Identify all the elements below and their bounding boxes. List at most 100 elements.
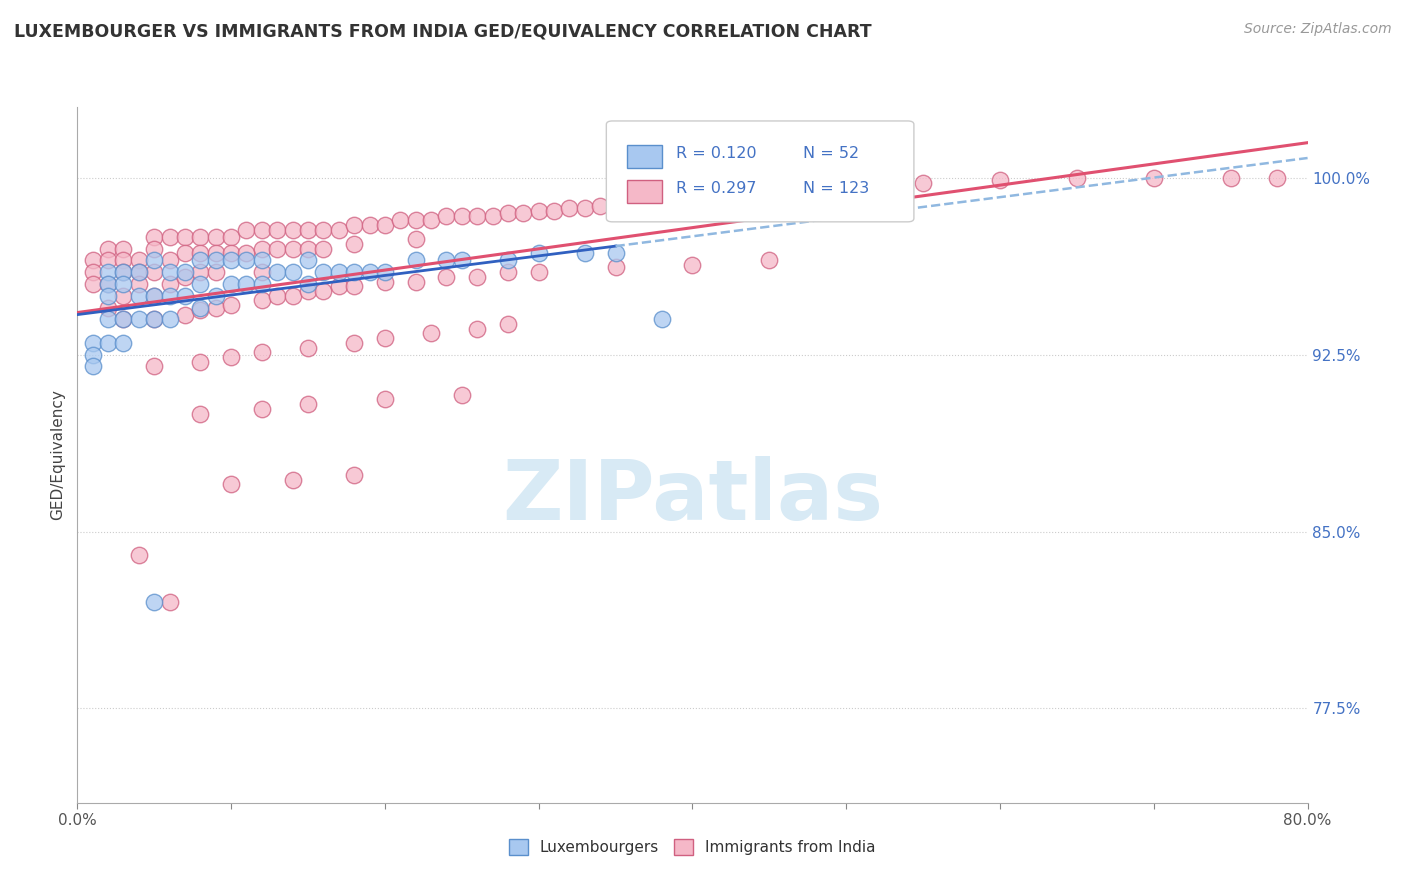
- Point: [328, 279, 350, 293]
- Point: [436, 209, 458, 223]
- Point: [343, 236, 366, 251]
- Point: [297, 222, 319, 236]
- Point: [589, 199, 612, 213]
- Point: [159, 277, 181, 291]
- Point: [250, 401, 273, 416]
- Point: [112, 312, 135, 326]
- Point: [496, 317, 519, 331]
- Point: [1219, 170, 1241, 185]
- Point: [420, 213, 443, 227]
- Point: [219, 298, 242, 312]
- Point: [159, 229, 181, 244]
- Point: [312, 242, 335, 256]
- Point: [97, 312, 120, 326]
- Text: N = 123: N = 123: [803, 181, 869, 196]
- Point: [343, 467, 366, 482]
- Point: [1143, 170, 1166, 185]
- Legend: Luxembourgers, Immigrants from India: Luxembourgers, Immigrants from India: [503, 833, 882, 862]
- Point: [682, 187, 704, 202]
- Point: [159, 265, 181, 279]
- Point: [651, 312, 673, 326]
- Point: [128, 289, 150, 303]
- Point: [174, 265, 197, 279]
- Point: [250, 345, 273, 359]
- Point: [159, 312, 181, 326]
- Point: [558, 202, 581, 216]
- Point: [219, 277, 242, 291]
- Point: [343, 218, 366, 232]
- Point: [605, 246, 627, 260]
- Point: [835, 178, 858, 192]
- Point: [758, 253, 780, 268]
- Point: [128, 548, 150, 562]
- Point: [204, 246, 226, 260]
- Point: [512, 206, 534, 220]
- Point: [651, 189, 673, 203]
- Point: [174, 289, 197, 303]
- Point: [128, 277, 150, 291]
- Point: [204, 301, 226, 315]
- Point: [250, 242, 273, 256]
- Point: [666, 189, 689, 203]
- Text: ZIPatlas: ZIPatlas: [502, 456, 883, 537]
- Point: [219, 253, 242, 268]
- Point: [82, 348, 104, 362]
- Point: [112, 265, 135, 279]
- Point: [912, 176, 935, 190]
- Point: [465, 269, 488, 284]
- Point: [250, 253, 273, 268]
- Point: [758, 183, 780, 197]
- Point: [188, 301, 212, 315]
- Point: [188, 246, 212, 260]
- Point: [174, 229, 197, 244]
- Point: [97, 265, 120, 279]
- Point: [636, 194, 658, 209]
- Point: [374, 218, 396, 232]
- Point: [328, 222, 350, 236]
- Point: [82, 265, 104, 279]
- Point: [250, 277, 273, 291]
- Point: [543, 203, 565, 218]
- Point: [405, 275, 427, 289]
- FancyBboxPatch shape: [627, 145, 662, 169]
- Point: [112, 253, 135, 268]
- Point: [143, 312, 166, 326]
- Point: [297, 253, 319, 268]
- Point: [297, 242, 319, 256]
- Point: [143, 265, 166, 279]
- Point: [143, 312, 166, 326]
- Point: [204, 265, 226, 279]
- Point: [436, 269, 458, 284]
- Point: [574, 202, 596, 216]
- Point: [465, 209, 488, 223]
- Point: [159, 253, 181, 268]
- Point: [343, 279, 366, 293]
- Point: [312, 222, 335, 236]
- Point: [219, 350, 242, 364]
- FancyBboxPatch shape: [606, 121, 914, 222]
- Point: [804, 180, 827, 194]
- Point: [188, 253, 212, 268]
- Point: [174, 269, 197, 284]
- Point: [389, 213, 412, 227]
- Point: [1066, 170, 1088, 185]
- Point: [97, 301, 120, 315]
- Point: [1265, 170, 1288, 185]
- Y-axis label: GED/Equivalency: GED/Equivalency: [51, 390, 66, 520]
- Point: [219, 246, 242, 260]
- Point: [312, 284, 335, 298]
- Point: [235, 246, 257, 260]
- Point: [266, 242, 288, 256]
- Text: LUXEMBOURGER VS IMMIGRANTS FROM INDIA GED/EQUIVALENCY CORRELATION CHART: LUXEMBOURGER VS IMMIGRANTS FROM INDIA GE…: [14, 22, 872, 40]
- Point: [374, 275, 396, 289]
- Point: [359, 265, 381, 279]
- Point: [174, 246, 197, 260]
- Point: [343, 335, 366, 350]
- Point: [82, 277, 104, 291]
- Point: [527, 203, 550, 218]
- Point: [159, 595, 181, 609]
- Point: [359, 218, 381, 232]
- Point: [204, 229, 226, 244]
- Point: [174, 308, 197, 322]
- Point: [97, 242, 120, 256]
